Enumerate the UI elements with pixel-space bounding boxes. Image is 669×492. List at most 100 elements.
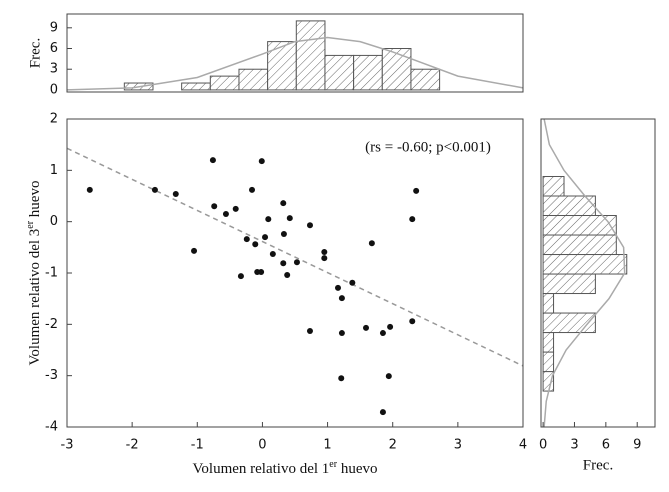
axis-label: Frec. bbox=[27, 38, 43, 68]
label-part: Volumen relativo del 3 bbox=[27, 229, 43, 366]
point bbox=[252, 241, 259, 248]
x-tick-label: -1 bbox=[191, 438, 204, 453]
point bbox=[379, 330, 386, 337]
x-tick-label: 1 bbox=[323, 438, 331, 453]
point bbox=[349, 279, 356, 286]
axis-label: Volumen relativo del 1er huevo bbox=[193, 459, 378, 478]
histogram-bar bbox=[295, 20, 326, 91]
y-tick-label: 2 bbox=[50, 112, 58, 127]
point bbox=[258, 268, 265, 275]
point bbox=[413, 187, 420, 194]
point bbox=[265, 216, 272, 223]
point bbox=[280, 230, 287, 237]
plot-frame bbox=[66, 118, 524, 428]
x-tick-label: 0 bbox=[539, 438, 547, 453]
histogram-bar bbox=[209, 75, 240, 91]
point bbox=[306, 222, 313, 229]
x-tick-label: 6 bbox=[602, 438, 610, 453]
point bbox=[409, 216, 416, 223]
label-part: Volumen relativo del 1 bbox=[193, 461, 330, 477]
point bbox=[258, 158, 265, 165]
x-tick-label: 0 bbox=[258, 438, 266, 453]
histogram-bar bbox=[542, 175, 565, 197]
point bbox=[222, 210, 229, 217]
point bbox=[211, 203, 218, 210]
axis-label: Volumen relativo del 3er huevo bbox=[25, 181, 44, 366]
point bbox=[409, 318, 416, 325]
point bbox=[262, 234, 269, 241]
histogram-bar bbox=[542, 293, 555, 314]
point bbox=[321, 248, 328, 255]
y-tick-label: 1 bbox=[50, 163, 58, 178]
point bbox=[286, 215, 293, 222]
point bbox=[387, 323, 394, 330]
point bbox=[284, 272, 291, 279]
point bbox=[172, 190, 179, 197]
point bbox=[368, 240, 375, 247]
point bbox=[338, 330, 345, 337]
histogram-bar bbox=[181, 82, 211, 91]
density-curve bbox=[543, 118, 626, 428]
histogram-bar bbox=[542, 312, 596, 334]
histogram-bar bbox=[542, 332, 555, 353]
x-tick-label: 2 bbox=[389, 438, 397, 453]
annotation: (rs = -0.60; p<0.001) bbox=[365, 139, 491, 155]
regression-line bbox=[66, 147, 524, 367]
histogram-bar bbox=[542, 195, 596, 217]
x-tick-label: 3 bbox=[570, 438, 578, 453]
histogram-bar bbox=[353, 54, 383, 91]
point bbox=[151, 186, 158, 193]
x-tick-label: -2 bbox=[126, 438, 139, 453]
histogram-bar bbox=[238, 68, 269, 91]
histogram-bar bbox=[324, 54, 355, 91]
label-part: huevo bbox=[337, 461, 377, 477]
point bbox=[280, 200, 287, 207]
y-tick-label: -3 bbox=[45, 368, 58, 383]
y-tick-label: -2 bbox=[45, 317, 58, 332]
point bbox=[243, 236, 250, 243]
point bbox=[191, 247, 198, 254]
plot-frame bbox=[540, 118, 656, 428]
histogram-bar bbox=[542, 254, 628, 275]
x-tick-label: 9 bbox=[633, 438, 641, 453]
point bbox=[280, 260, 287, 267]
histogram-bar bbox=[542, 371, 555, 392]
y-tick-label: -4 bbox=[45, 420, 58, 435]
density-curve bbox=[66, 36, 524, 91]
label-part: er bbox=[329, 459, 337, 470]
point bbox=[209, 157, 216, 164]
x-tick-label: 3 bbox=[454, 438, 462, 453]
y-tick-label: -1 bbox=[45, 266, 58, 281]
histogram-bar bbox=[267, 41, 297, 91]
point bbox=[232, 205, 239, 212]
plot-frame bbox=[66, 13, 524, 93]
y-tick-label: 0 bbox=[50, 214, 58, 229]
point bbox=[379, 409, 386, 416]
point bbox=[321, 255, 328, 262]
point bbox=[306, 328, 313, 335]
point bbox=[363, 324, 370, 331]
y-tick-label: 3 bbox=[50, 62, 58, 77]
point bbox=[334, 284, 341, 291]
y-tick-label: 6 bbox=[50, 41, 58, 56]
histogram-bar bbox=[381, 48, 412, 91]
point bbox=[293, 259, 300, 266]
label-part: er bbox=[25, 220, 36, 228]
y-tick-label: 9 bbox=[50, 20, 58, 35]
point bbox=[269, 251, 276, 258]
point bbox=[86, 186, 93, 193]
x-tick-label: 4 bbox=[519, 438, 527, 453]
label-part: huevo bbox=[27, 181, 43, 221]
point bbox=[385, 373, 392, 380]
histogram-bar bbox=[542, 351, 555, 373]
point bbox=[249, 186, 256, 193]
point bbox=[237, 273, 244, 280]
axis-label: Frec. bbox=[583, 457, 613, 473]
point bbox=[338, 375, 345, 382]
point bbox=[338, 295, 345, 302]
x-tick-label: -3 bbox=[61, 438, 74, 453]
histogram-bar bbox=[410, 68, 441, 91]
histogram-bar bbox=[542, 273, 596, 295]
histogram-bar bbox=[542, 234, 617, 256]
